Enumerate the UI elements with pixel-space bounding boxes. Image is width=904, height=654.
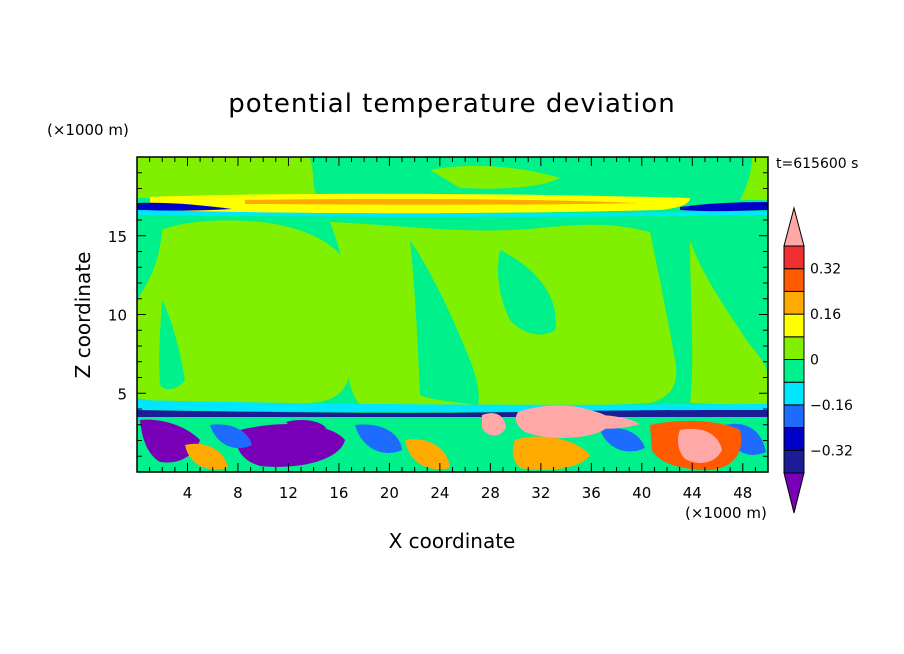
colorbar-label: −0.16: [810, 398, 853, 414]
colorbar-label: 0: [810, 353, 819, 369]
contour-field: [137, 157, 768, 472]
field-pink-cell-large: [515, 405, 611, 438]
field-blue-band-right: [680, 202, 768, 212]
field-cyan-lower-band: [137, 400, 768, 412]
field-cyan-band: [137, 210, 768, 217]
colorbar-segment: [783, 404, 805, 429]
field-spring-notch-center: [498, 250, 556, 335]
colorbar-label: −0.32: [810, 443, 853, 459]
field-pink-cell-bottom-right: [677, 428, 722, 463]
y-axis-unit: (×1000 m): [47, 121, 129, 139]
colorbar-segment: [783, 245, 805, 270]
field-blue-band-left: [137, 202, 232, 211]
field-purple-cell-left: [140, 419, 200, 463]
field-green-upper-right: [740, 157, 768, 200]
colorbar-extend-top: [783, 206, 805, 247]
x-axis-unit: (×1000 m): [685, 504, 767, 522]
x-tick-label: 16: [329, 484, 348, 502]
x-tick-label: 28: [481, 484, 500, 502]
x-tick-label: 48: [733, 484, 752, 502]
field-green-upper: [137, 157, 318, 198]
y-tick-label: 15: [108, 228, 127, 246]
x-tick-label: 44: [683, 484, 702, 502]
colorbar-segment: [783, 290, 805, 315]
field-orange-cell-b: [405, 439, 450, 470]
field-blue-cell-a: [210, 424, 252, 449]
x-tick-label: 32: [531, 484, 550, 502]
colorbar-segment: [783, 449, 805, 474]
field-orange-cell-a: [185, 443, 228, 470]
colorbar-segment: [783, 336, 805, 360]
field-pink-cell-small: [482, 413, 506, 436]
field-spring-notch-mid: [410, 240, 479, 405]
y-tick-label: 10: [108, 307, 127, 325]
x-tick-label: 40: [632, 484, 651, 502]
field-green-mid-body: [330, 222, 677, 407]
colorbar-label: 0.16: [810, 307, 841, 323]
y-tick-label: 5: [117, 385, 127, 403]
x-axis-label: X coordinate: [389, 529, 516, 553]
x-tick-label: 24: [430, 484, 449, 502]
field-blue-cell-c: [600, 428, 645, 452]
colorbar: 0.32 0.16 0 −0.16 −0.32: [783, 206, 853, 514]
field-orange-streak: [245, 199, 640, 205]
x-tick-label: 12: [279, 484, 298, 502]
x-tick-label: 36: [582, 484, 601, 502]
colorbar-segment: [783, 313, 805, 338]
field-green-right-body: [690, 240, 768, 405]
field-spring-notch-left: [159, 300, 185, 390]
y-axis-label: Z coordinate: [71, 252, 95, 379]
field-orange-cell-c: [512, 436, 590, 470]
field-green-left-body: [137, 220, 349, 406]
x-tick-label: 8: [233, 484, 243, 502]
chart-title: potential temperature deviation: [228, 89, 675, 119]
field-purple-cell-main: [236, 424, 345, 467]
x-axis-ticks: 4 8 12 16 20 24 28 32 36 40 44 48: [149, 157, 756, 502]
field-purple-cell-small: [286, 420, 326, 433]
y-axis-ticks: 5 10 15: [108, 172, 768, 457]
colorbar-segment: [783, 381, 805, 406]
field-green-upper-patch: [430, 165, 560, 189]
colorbar-segment: [783, 268, 805, 292]
x-tick-label: 4: [183, 484, 193, 502]
colorbar-extend-bottom: [783, 472, 805, 514]
x-tick-label: 20: [380, 484, 399, 502]
time-label: t=615600 s: [776, 156, 858, 172]
colorbar-segment: [783, 427, 805, 451]
colorbar-label: 0.32: [810, 262, 841, 278]
colorbar-segment: [783, 359, 805, 383]
field-blue-cell-b: [355, 424, 402, 453]
field-pink-cell-right: [585, 414, 640, 429]
